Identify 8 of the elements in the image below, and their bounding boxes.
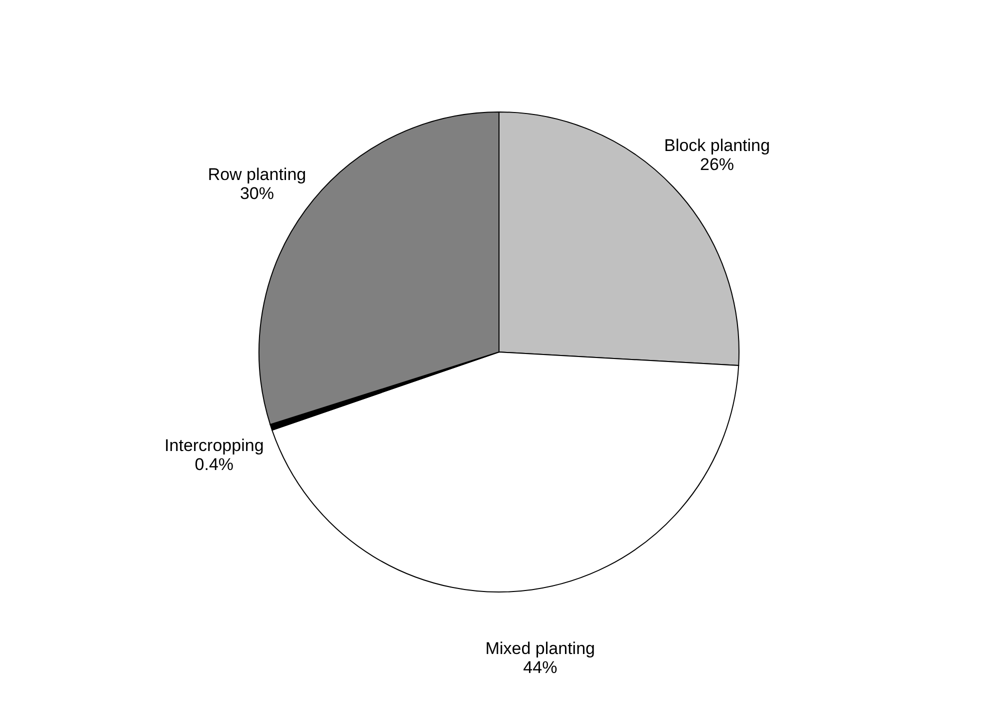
data-label: 44%: [523, 658, 558, 678]
slice-label: Intercropping: [164, 436, 264, 456]
data-label: 26%: [700, 154, 734, 174]
slice-label: Block planting: [664, 136, 770, 155]
data-label: 0.4%: [194, 455, 234, 474]
slice-label: Row planting: [208, 164, 306, 184]
slice-label: Mixed planting: [485, 639, 595, 658]
data-label: 30%: [240, 184, 274, 203]
